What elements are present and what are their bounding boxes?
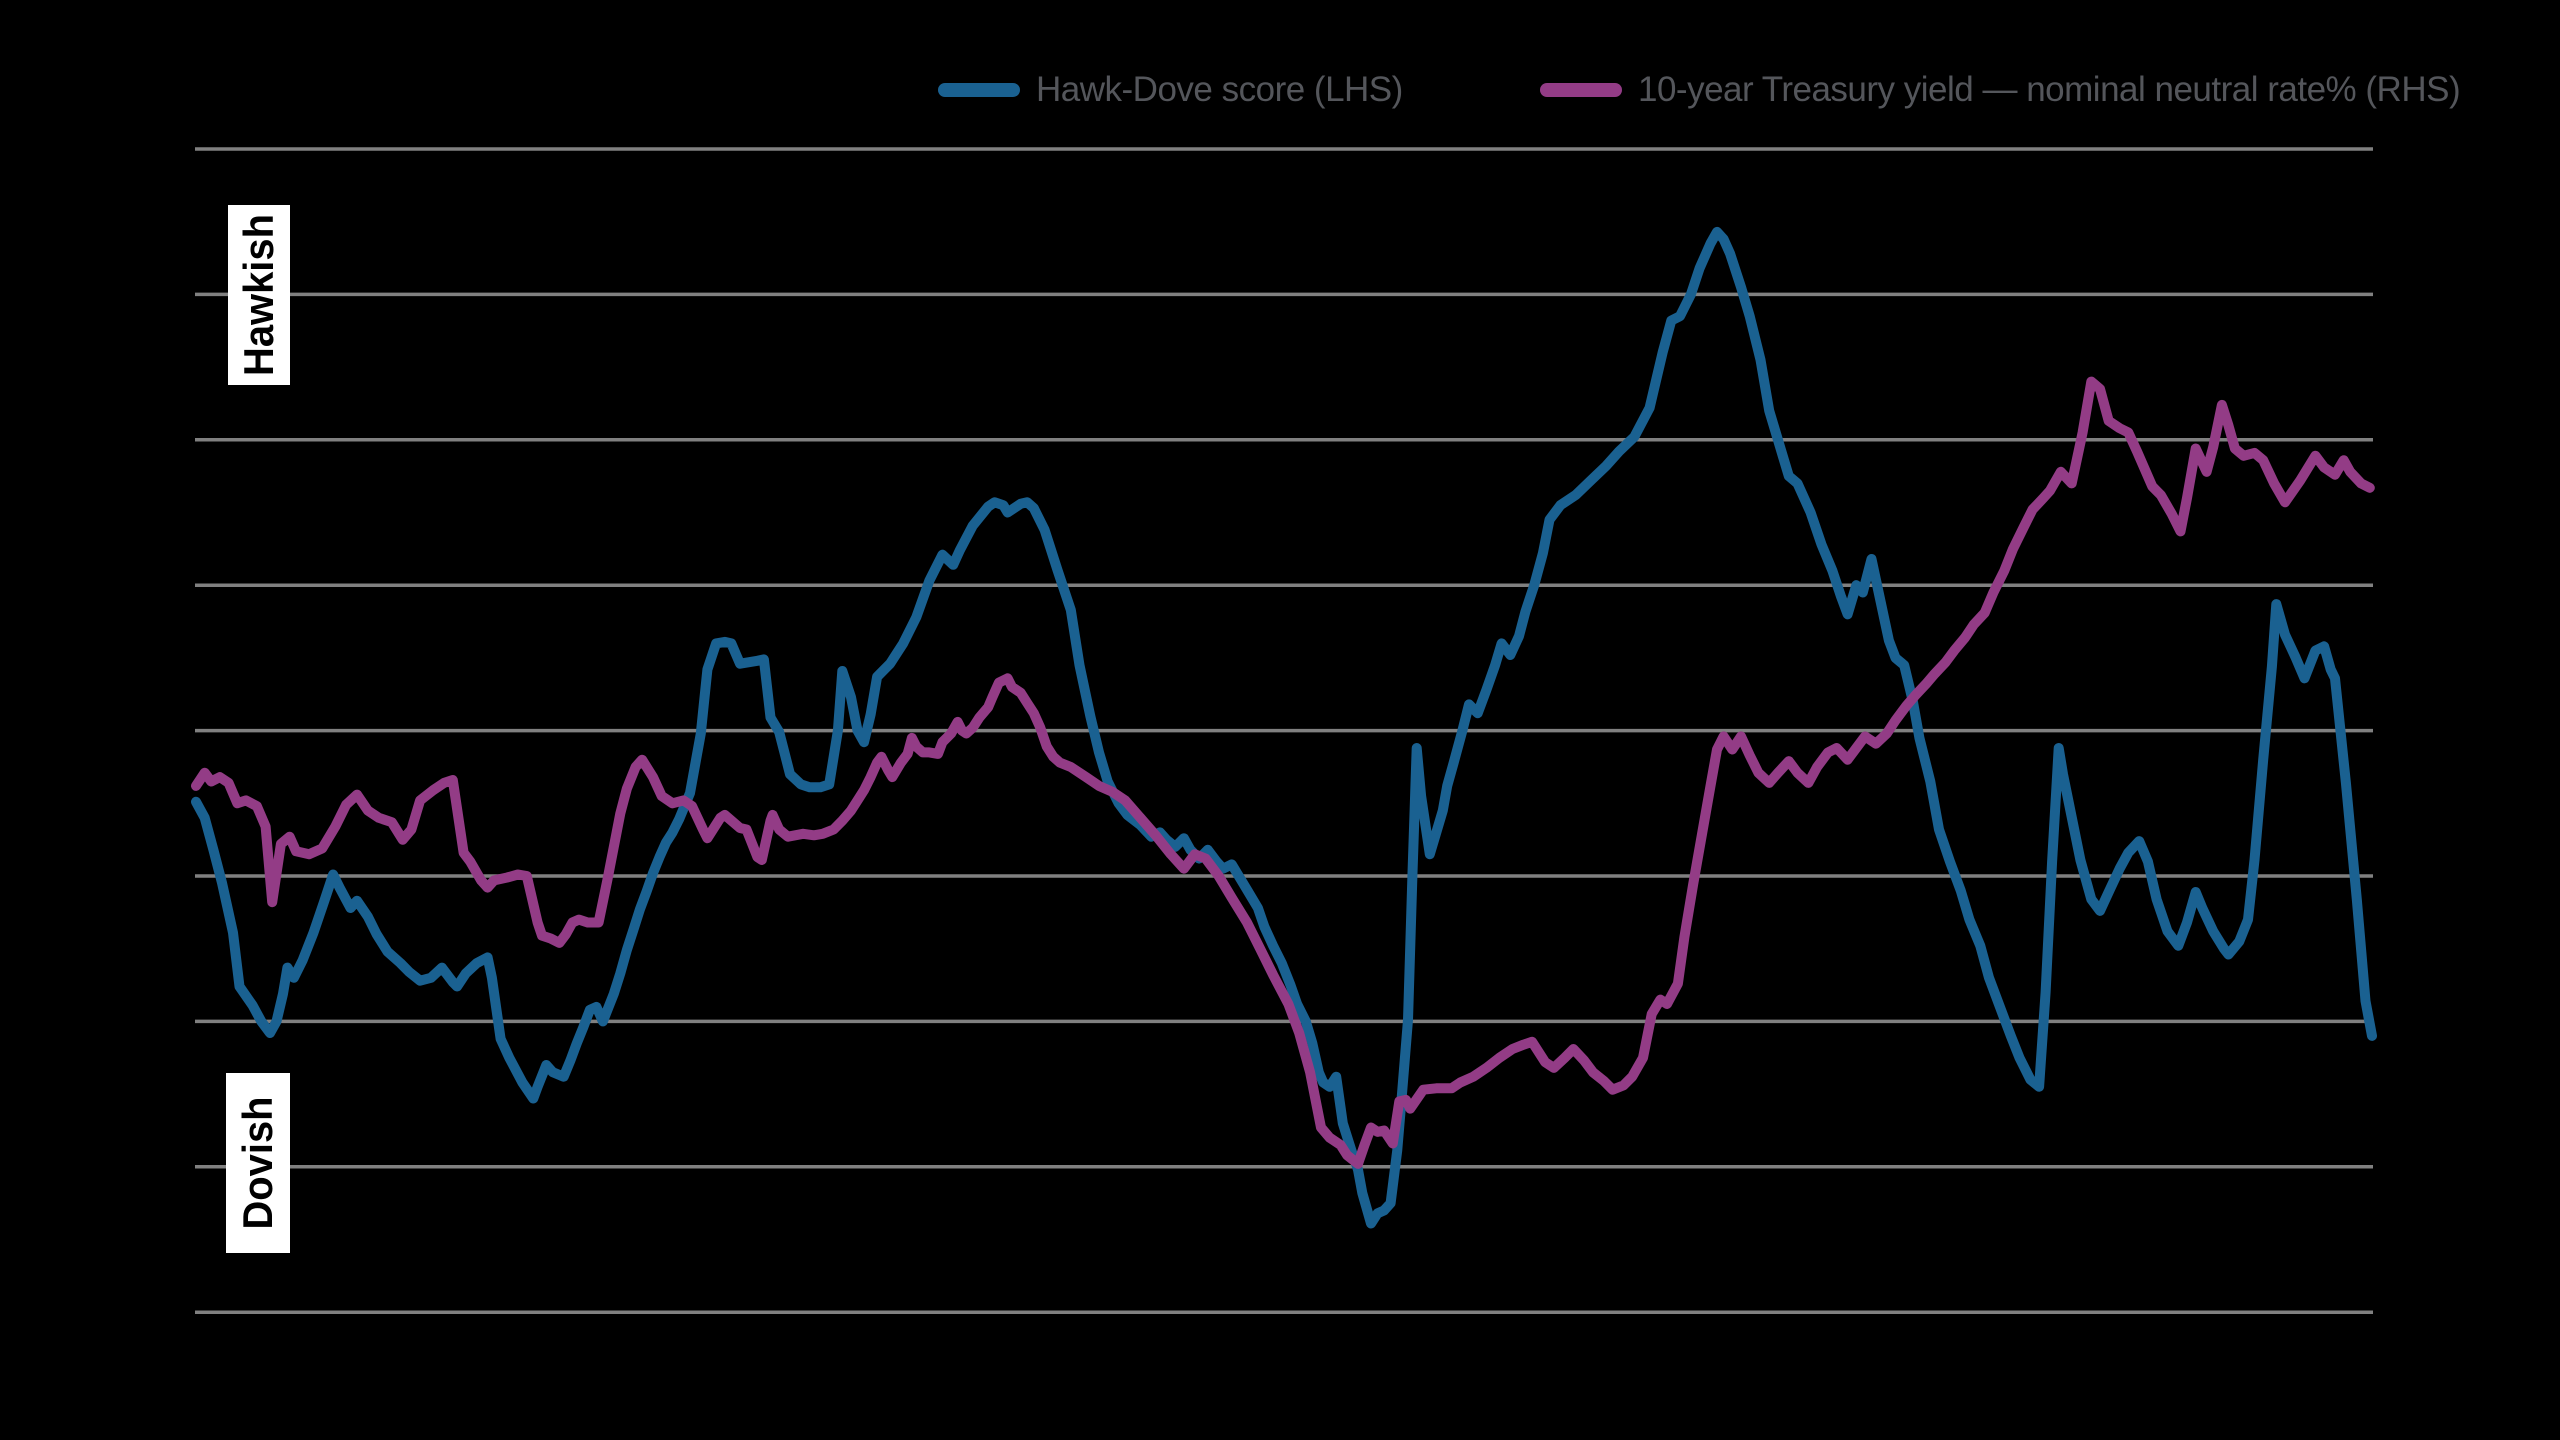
legend-item-hawk-dove: Hawk-Dove score (LHS) [938, 70, 1403, 109]
legend-item-treasury: 10-year Treasury yield — nominal neutral… [1540, 70, 2461, 109]
legend-swatch-treasury-icon [1540, 83, 1622, 97]
axis-label-dovish: Dovish [234, 1096, 281, 1230]
legend-label-treasury: 10-year Treasury yield — nominal neutral… [1638, 70, 2461, 109]
axis-label-hawkish-box: Hawkish [228, 205, 290, 385]
gridlines [195, 147, 2373, 1314]
legend-label-hawk-dove: Hawk-Dove score (LHS) [1036, 70, 1403, 109]
line-hawk-dove [191, 226, 2377, 1229]
line-treasury [191, 376, 2375, 1169]
series-lines [191, 226, 2377, 1229]
axis-label-dovish-box: Dovish [226, 1073, 290, 1253]
axis-label-hawkish: Hawkish [235, 214, 282, 376]
legend-swatch-hawk-dove-icon [938, 83, 1020, 97]
